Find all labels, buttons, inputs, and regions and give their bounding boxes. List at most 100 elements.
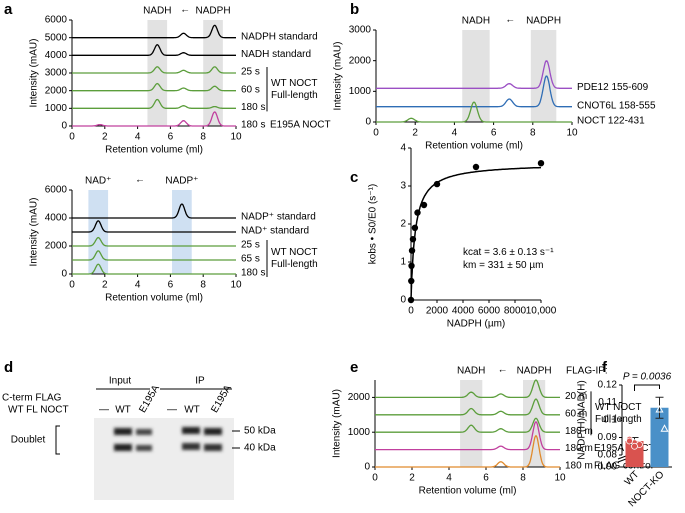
trace [72,111,236,127]
gel-band [204,444,222,451]
gel-panel: Input IP C-term FLAG WT FL NOCT — WT E19… [2,376,276,500]
panel-label: c [350,169,358,186]
gel-band [136,429,152,435]
panel-label: d [4,359,13,376]
band-label: NADP⁺ [165,176,198,187]
trace [375,435,560,468]
series-label: 25 s [241,240,260,251]
trace [72,43,236,56]
group-label: Full-length [595,414,642,425]
y-tick-label: 2000 [349,55,372,66]
series-label: 180 m [565,443,593,454]
x-tick-label: 10 [554,473,566,484]
trace [72,220,236,233]
point [537,160,545,167]
trace [72,250,236,261]
series-label: CNOT6L 158-555 [577,100,656,111]
gel-band [136,445,152,451]
x-tick-label: 0 [373,128,379,139]
x-tick-label: 0 [69,132,75,143]
series-label: 180 s [241,120,265,131]
group-label: WT NOCT [271,78,317,89]
y-tick-label: 0.08 [598,450,618,461]
point [407,296,415,304]
series-note: E195A NOCT [270,120,331,131]
trace [375,379,560,399]
series-label: NAD⁺ standard [241,226,309,237]
y-tick-label: 2000 [348,392,371,403]
trace [72,98,236,109]
point [408,277,415,285]
x-tick-label: WT [623,469,642,488]
trace [376,60,572,89]
x-tick-label: 2 [102,132,108,143]
x-tick-label: 6 [491,128,497,139]
x-tick-label: 4 [135,280,141,291]
x-tick-label: 4000 [452,306,475,317]
x-axis-label: Retention volume (ml) [419,486,517,497]
point [472,163,480,171]
annotation: kcat = 3.6 ± 0.13 s⁻¹ [463,247,554,258]
series-label: PDE12 155-609 [577,82,649,93]
point [408,262,415,269]
gel-band [182,427,200,434]
y-tick-label: 6000 [45,15,68,26]
annotation: km = 331 ± 50 µm [463,260,543,271]
x-tick-label: 10,000 [526,306,557,317]
series-label: NOCT 122-431 [577,116,645,127]
trace [72,82,236,92]
header: FLAG-IP: [566,366,608,377]
annotation: P = 0.0036 [623,372,672,383]
series-label: NADPH standard [241,31,318,42]
series-note: FLAG control [594,461,653,472]
x-tick-label: 2 [412,128,418,139]
y-tick-label: 0 [400,295,406,306]
x-axis-label: Retention volume (ml) [105,293,203,304]
y-tick-label: 1 [400,257,406,268]
sig-bracket [634,384,660,391]
x-tick-label: 8 [200,280,206,291]
point [650,383,659,392]
y-tick-label: 1000 [45,103,68,114]
band-label: NADPH [196,6,231,17]
x-tick-label: 10 [566,128,578,139]
y-tick-label: 0 [61,121,67,132]
group-label: WT NOCT [271,247,317,258]
trace [375,421,560,451]
y-tick-label: 0 [61,269,67,280]
y-tick-label: 4000 [45,213,68,224]
x-tick-label: 8 [520,473,526,484]
y-tick-label: 3000 [349,25,372,36]
point [408,247,416,254]
x-tick-label: 8 [200,132,206,143]
point [626,437,633,445]
trace [376,75,572,108]
series-label: 65 s [241,254,260,265]
arrow: ← [180,5,190,16]
arrow: ← [498,365,508,376]
band-label: NADH [462,16,490,27]
marker: 40 kDa [244,443,276,454]
trace [72,66,236,74]
gel-band [114,428,132,435]
y-tick-label: 6000 [45,185,68,196]
y-axis-label: Intensity (mAU) [333,42,344,111]
point [420,201,428,209]
y-axis-label: NADP(H)/NAD(H) [577,380,588,459]
gel-input: Input [109,376,131,387]
x-axis-label: Retention volume (ml) [425,141,523,152]
y-axis-label: Intensity (mAU) [332,389,343,458]
x-tick-label: 2 [102,280,108,291]
series-label: 180 s [241,268,265,279]
fit-curve [410,166,541,300]
y-axis-label: Intensity (mAU) [29,198,40,267]
point [411,224,419,231]
x-axis-label: NADPH (µm) [447,319,506,330]
gel-row: C-term FLAG [2,393,62,404]
y-tick-label: 2000 [45,241,68,252]
series-label: 60 s [241,84,260,95]
bracket [55,425,60,455]
y-axis-label: Intensity (mAU) [29,39,40,108]
y-tick-label: 4000 [45,50,68,61]
band-label: NADH [457,366,485,377]
